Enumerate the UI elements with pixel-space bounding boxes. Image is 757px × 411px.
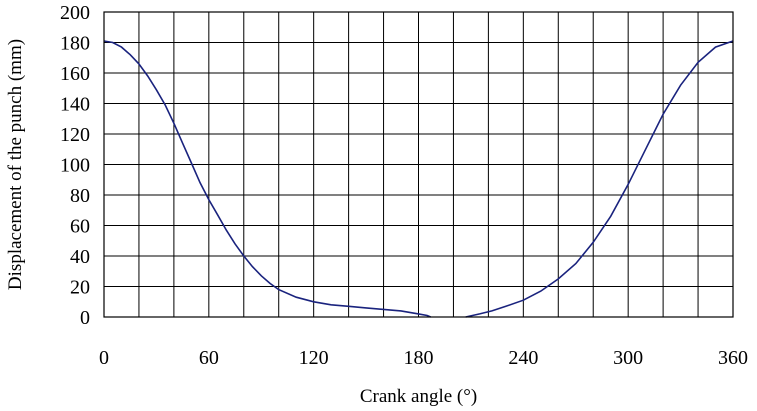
displacement-curve [103, 40, 432, 318]
y-tick-label: 160 [60, 63, 90, 85]
plot-frame [103, 11, 734, 318]
y-tick-label: 180 [60, 33, 90, 55]
x-tick-label: 360 [718, 347, 748, 369]
x-tick-label: 300 [613, 347, 643, 369]
displacement-curve [465, 40, 734, 318]
y-tick-labels: 0 20 40 60 80 100 120 140 160 180 200 [60, 2, 90, 329]
y-tick-label: 200 [60, 2, 90, 24]
y-tick-label: 40 [70, 246, 90, 268]
y-tick-label: 0 [80, 307, 90, 329]
y-tick-label: 20 [70, 277, 90, 299]
x-tick-label: 120 [299, 347, 329, 369]
x-axis-label: Crank angle (°) [360, 386, 477, 407]
x-tick-label: 0 [99, 347, 109, 369]
series-layer [103, 40, 734, 318]
x-tick-label: 240 [508, 347, 538, 369]
y-tick-label: 60 [70, 216, 90, 238]
y-axis-label: Displacement of the punch (mm) [5, 39, 26, 290]
x-tick-label: 60 [199, 347, 219, 369]
y-tick-label: 80 [70, 185, 90, 207]
y-tick-label: 140 [60, 94, 90, 116]
x-tick-labels: 0 60 120 180 240 300 360 [99, 347, 748, 369]
y-tick-label: 100 [60, 155, 90, 177]
y-tick-label: 120 [60, 124, 90, 146]
x-tick-label: 180 [404, 347, 434, 369]
